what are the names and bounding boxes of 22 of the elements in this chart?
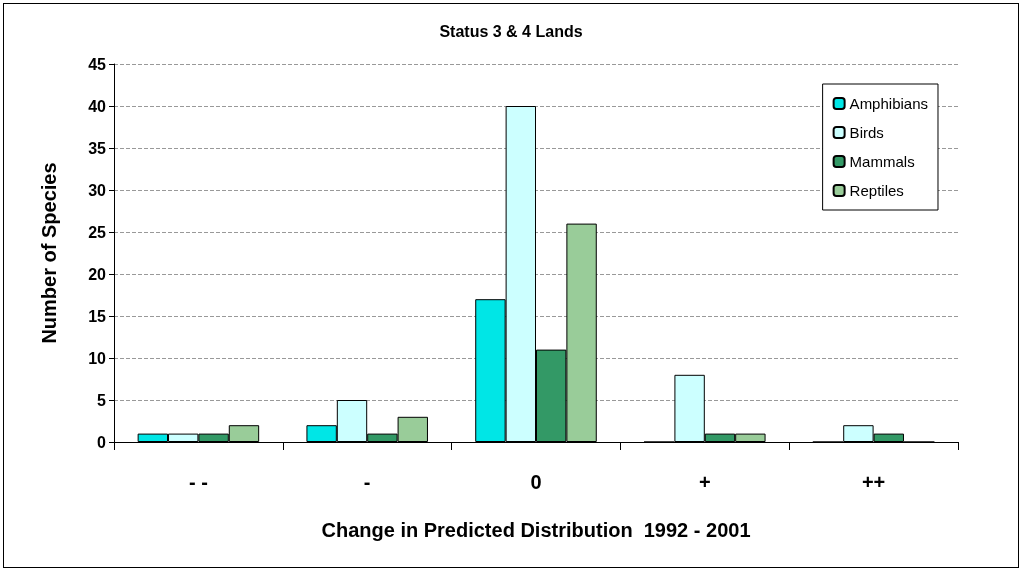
y-tick-label: 30 [88,181,107,199]
chart-title: Status 3 & 4 Lands [439,22,583,40]
legend-label: Birds [849,124,884,141]
legend-label: Mammals [849,153,915,170]
legend-label: Amphibians [849,95,929,112]
x-tick-label: - - [188,471,208,493]
y-tick-label: 0 [97,433,107,451]
y-tick-label: 25 [88,223,107,241]
y-tick-label: 40 [88,97,107,115]
x-tick-label: 0 [530,471,542,493]
x-axis-title: Change in Predicted Distribution 1992 - 2001 [321,519,751,541]
y-tick-label: 5 [97,391,107,409]
x-tick-label: + [698,471,711,493]
y-tick-label: 45 [88,55,107,73]
y-tick-label: 15 [88,307,107,325]
legend-label: Reptiles [849,182,904,199]
y-tick-label: 20 [88,265,107,283]
y-axis-title: Number of Species [38,162,60,344]
x-tick-label: - [363,471,371,493]
x-tick-label: ++ [861,471,886,493]
y-tick-label: 10 [88,349,107,367]
y-tick-label: 35 [88,139,107,157]
